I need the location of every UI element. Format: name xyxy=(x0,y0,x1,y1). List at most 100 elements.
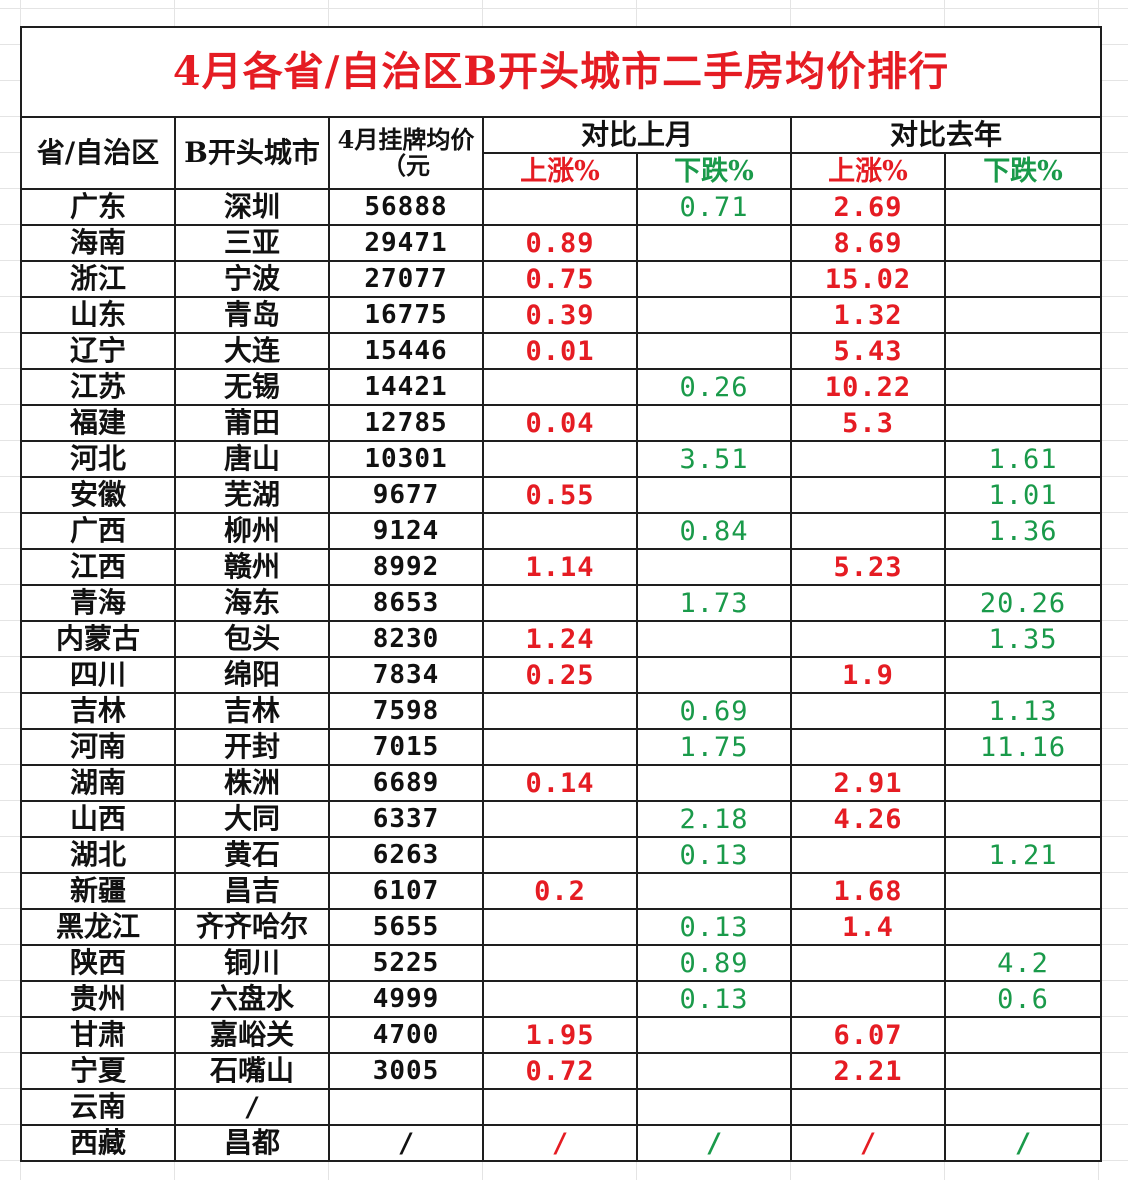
month-rise-cell: 0.55 xyxy=(482,476,638,514)
price-cell: 14421 xyxy=(328,368,484,406)
month-fall-cell: / xyxy=(636,1124,792,1162)
year-fall-cell xyxy=(943,872,1103,910)
price-cell: 6689 xyxy=(328,764,484,802)
city-cell: 包头 xyxy=(174,620,330,658)
month-fall-cell: 0.89 xyxy=(636,944,792,982)
month-fall-cell xyxy=(636,620,792,658)
price-cell: 3005 xyxy=(328,1052,484,1090)
year-rise-cell xyxy=(790,836,946,874)
month-rise-cell xyxy=(482,800,638,838)
year-rise-cell xyxy=(790,584,946,622)
month-rise-cell xyxy=(482,440,638,478)
year-rise-cell xyxy=(790,440,946,478)
province-cell: 河南 xyxy=(20,728,176,766)
month-fall-cell: 0.71 xyxy=(636,188,792,226)
province-cell: 安徽 xyxy=(20,476,176,514)
province-cell: 云南 xyxy=(20,1088,176,1126)
header-price: 4月挂牌均价（元 xyxy=(328,116,484,190)
table-row: 湖南 株洲 6689 0.14 2.91 xyxy=(20,764,1103,802)
month-rise-cell xyxy=(482,836,638,874)
province-cell: 江西 xyxy=(20,548,176,586)
month-fall-cell xyxy=(636,764,792,802)
header-month-rise: 上涨% xyxy=(482,152,638,190)
month-rise-cell xyxy=(482,908,638,946)
province-cell: 山东 xyxy=(20,296,176,334)
price-cell: 9677 xyxy=(328,476,484,514)
province-cell: 西藏 xyxy=(20,1124,176,1162)
year-rise-cell: 1.68 xyxy=(790,872,946,910)
table-row: 云南 / xyxy=(20,1088,1103,1126)
price-cell: 6337 xyxy=(328,800,484,838)
province-cell: 广东 xyxy=(20,188,176,226)
year-fall-cell xyxy=(943,260,1103,298)
year-fall-cell xyxy=(943,548,1103,586)
month-fall-cell xyxy=(636,872,792,910)
month-fall-cell xyxy=(636,656,792,694)
table-row: 贵州 六盘水 4999 0.13 0.6 xyxy=(20,980,1103,1018)
price-cell: 8653 xyxy=(328,584,484,622)
month-fall-cell: 0.13 xyxy=(636,908,792,946)
year-fall-cell xyxy=(943,1016,1103,1054)
table-row: 内蒙古 包头 8230 1.24 1.35 xyxy=(20,620,1103,658)
month-fall-cell xyxy=(636,1016,792,1054)
year-rise-cell xyxy=(790,1088,946,1126)
price-cell: 7598 xyxy=(328,692,484,730)
year-fall-cell: 20.26 xyxy=(943,584,1103,622)
year-fall-cell: 1.01 xyxy=(943,476,1103,514)
month-rise-cell: 0.04 xyxy=(482,404,638,442)
table-row: 四川 绵阳 7834 0.25 1.9 xyxy=(20,656,1103,694)
year-fall-cell xyxy=(943,224,1103,262)
table-row: 安徽 芜湖 9677 0.55 1.01 xyxy=(20,476,1103,514)
province-cell: 陕西 xyxy=(20,944,176,982)
table-title: 4月各省/自治区B开头城市二手房均价排行 xyxy=(19,26,1103,118)
price-cell: 8230 xyxy=(328,620,484,658)
month-rise-cell xyxy=(482,728,638,766)
city-cell: 绵阳 xyxy=(174,656,330,694)
month-fall-cell: 1.73 xyxy=(636,584,792,622)
city-cell: 大连 xyxy=(174,332,330,370)
city-cell: 嘉峪关 xyxy=(174,1016,330,1054)
year-fall-cell xyxy=(943,764,1103,802)
month-rise-cell xyxy=(482,1088,638,1126)
city-cell: 海东 xyxy=(174,584,330,622)
month-rise-cell: 0.14 xyxy=(482,764,638,802)
table-row: 西藏 昌都 / / / / / xyxy=(20,1124,1103,1162)
month-rise-cell xyxy=(482,188,638,226)
month-rise-cell: 1.14 xyxy=(482,548,638,586)
city-cell: 莆田 xyxy=(174,404,330,442)
province-cell: 内蒙古 xyxy=(20,620,176,658)
table-row: 宁夏 石嘴山 3005 0.72 2.21 xyxy=(20,1052,1103,1090)
header-month-fall: 下跌% xyxy=(636,152,792,190)
city-cell: 宁波 xyxy=(174,260,330,298)
city-cell: 六盘水 xyxy=(174,980,330,1018)
table-row: 甘肃 嘉峪关 4700 1.95 6.07 xyxy=(20,1016,1103,1054)
header-year-rise: 上涨% xyxy=(790,152,946,190)
year-fall-cell xyxy=(943,404,1103,442)
city-cell: 昌吉 xyxy=(174,872,330,910)
price-cell: 27077 xyxy=(328,260,484,298)
city-cell: 大同 xyxy=(174,800,330,838)
year-rise-cell: 2.69 xyxy=(790,188,946,226)
month-rise-cell: / xyxy=(482,1124,638,1162)
table-row: 吉林 吉林 7598 0.69 1.13 xyxy=(20,692,1103,730)
month-rise-cell: 0.01 xyxy=(482,332,638,370)
table-row: 海南 三亚 29471 0.89 8.69 xyxy=(20,224,1103,262)
year-rise-cell xyxy=(790,944,946,982)
province-cell: 新疆 xyxy=(20,872,176,910)
province-cell: 湖南 xyxy=(20,764,176,802)
year-fall-cell: / xyxy=(943,1124,1103,1162)
price-cell: 12785 xyxy=(328,404,484,442)
month-fall-cell: 0.13 xyxy=(636,836,792,874)
price-cell: 16775 xyxy=(328,296,484,334)
year-fall-cell xyxy=(943,188,1103,226)
year-rise-cell: 5.3 xyxy=(790,404,946,442)
price-cell: 4700 xyxy=(328,1016,484,1054)
year-fall-cell xyxy=(943,1052,1103,1090)
table-row: 河南 开封 7015 1.75 11.16 xyxy=(20,728,1103,766)
year-rise-cell: 2.21 xyxy=(790,1052,946,1090)
month-fall-cell: 0.13 xyxy=(636,980,792,1018)
table-row: 青海 海东 8653 1.73 20.26 xyxy=(20,584,1103,622)
table-row: 辽宁 大连 15446 0.01 5.43 xyxy=(20,332,1103,370)
city-cell: 青岛 xyxy=(174,296,330,334)
year-fall-cell: 11.16 xyxy=(943,728,1103,766)
